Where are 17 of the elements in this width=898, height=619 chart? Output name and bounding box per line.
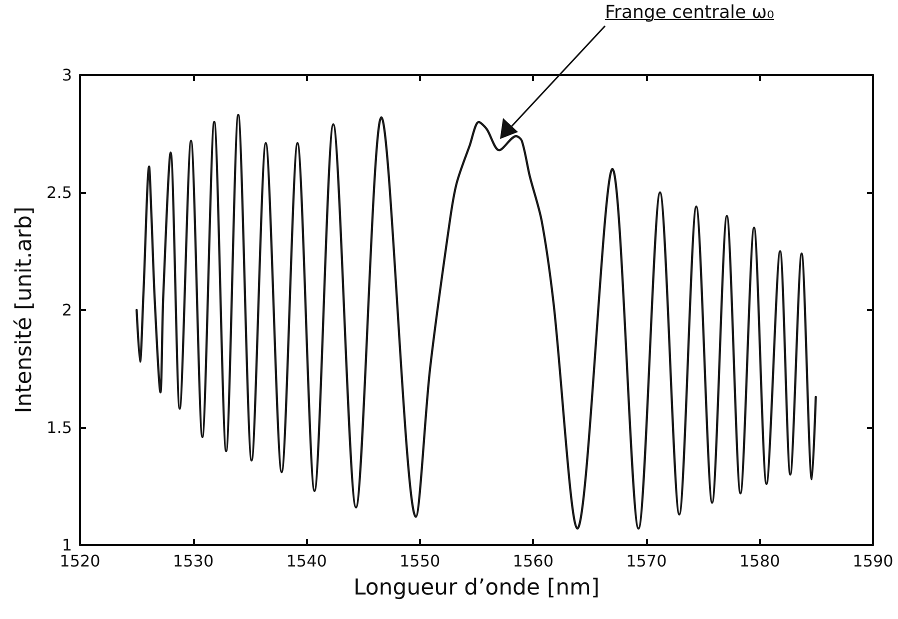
text: Frange centrale ω₀ [605, 2, 774, 23]
x-tick-label: 1530 [172, 552, 214, 570]
y-tick-label: 2 [62, 300, 72, 320]
x-tick-label: 1580 [739, 552, 780, 570]
x-tick-label: 1560 [512, 552, 554, 570]
y-tick-label: 2.5 [46, 183, 72, 202]
y-tick-label: 1.5 [46, 418, 72, 437]
y-tick-label: 1 [62, 536, 72, 554]
y-tick-label: 3 [62, 66, 72, 84]
x-tick-label: 1520 [60, 552, 100, 570]
x-tick-label: 1570 [626, 552, 667, 570]
x-tick-label: 1590 [852, 552, 894, 570]
x-tick-label: 1550 [400, 552, 440, 570]
line-series [136, 114, 817, 530]
y-axis-title: Intensité [unit.arb] [12, 206, 38, 414]
x-tick-label: 1540 [286, 552, 327, 570]
x-axis-title: Longueur d’onde [nm] [353, 576, 600, 600]
